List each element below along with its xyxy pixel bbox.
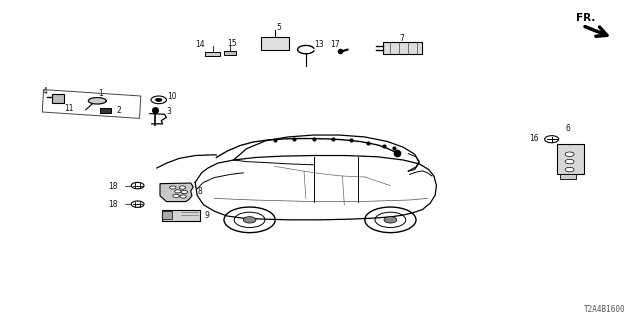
- Bar: [383, 42, 422, 54]
- Text: FR.: FR.: [576, 13, 595, 23]
- Bar: [162, 210, 200, 221]
- Bar: [162, 211, 172, 219]
- Circle shape: [170, 186, 176, 189]
- Bar: [205, 52, 220, 56]
- Text: 5: 5: [276, 23, 281, 32]
- Bar: [557, 144, 584, 174]
- Text: 15: 15: [227, 39, 237, 48]
- Text: 6: 6: [566, 124, 571, 132]
- Bar: [560, 174, 576, 179]
- Text: 4: 4: [42, 87, 47, 96]
- Text: 10: 10: [166, 92, 177, 100]
- Text: 9: 9: [204, 211, 209, 220]
- Circle shape: [565, 159, 574, 164]
- Text: T2A4B1600: T2A4B1600: [584, 305, 626, 314]
- Circle shape: [175, 190, 181, 193]
- Text: 2: 2: [116, 106, 121, 115]
- Circle shape: [179, 186, 186, 189]
- Text: 17: 17: [330, 40, 340, 49]
- Circle shape: [243, 217, 256, 223]
- Text: 8: 8: [197, 187, 202, 196]
- Circle shape: [384, 217, 397, 223]
- Text: 13: 13: [314, 40, 324, 49]
- Circle shape: [181, 190, 188, 194]
- Circle shape: [156, 98, 162, 101]
- Text: 18: 18: [109, 200, 118, 209]
- Text: 12: 12: [566, 168, 575, 177]
- Text: 7: 7: [399, 34, 404, 43]
- Bar: [261, 37, 289, 50]
- Polygon shape: [160, 183, 193, 202]
- Text: 3: 3: [166, 107, 172, 116]
- Text: 11: 11: [65, 104, 74, 113]
- Text: 1: 1: [98, 89, 103, 98]
- Bar: [224, 51, 236, 55]
- Text: 18: 18: [109, 182, 118, 191]
- Text: 14: 14: [195, 40, 205, 49]
- Text: 16: 16: [529, 134, 539, 143]
- Circle shape: [565, 167, 574, 172]
- Bar: [52, 94, 64, 103]
- Circle shape: [173, 194, 179, 197]
- Bar: [100, 108, 111, 113]
- Polygon shape: [88, 98, 106, 104]
- Circle shape: [180, 195, 186, 198]
- Circle shape: [565, 152, 574, 156]
